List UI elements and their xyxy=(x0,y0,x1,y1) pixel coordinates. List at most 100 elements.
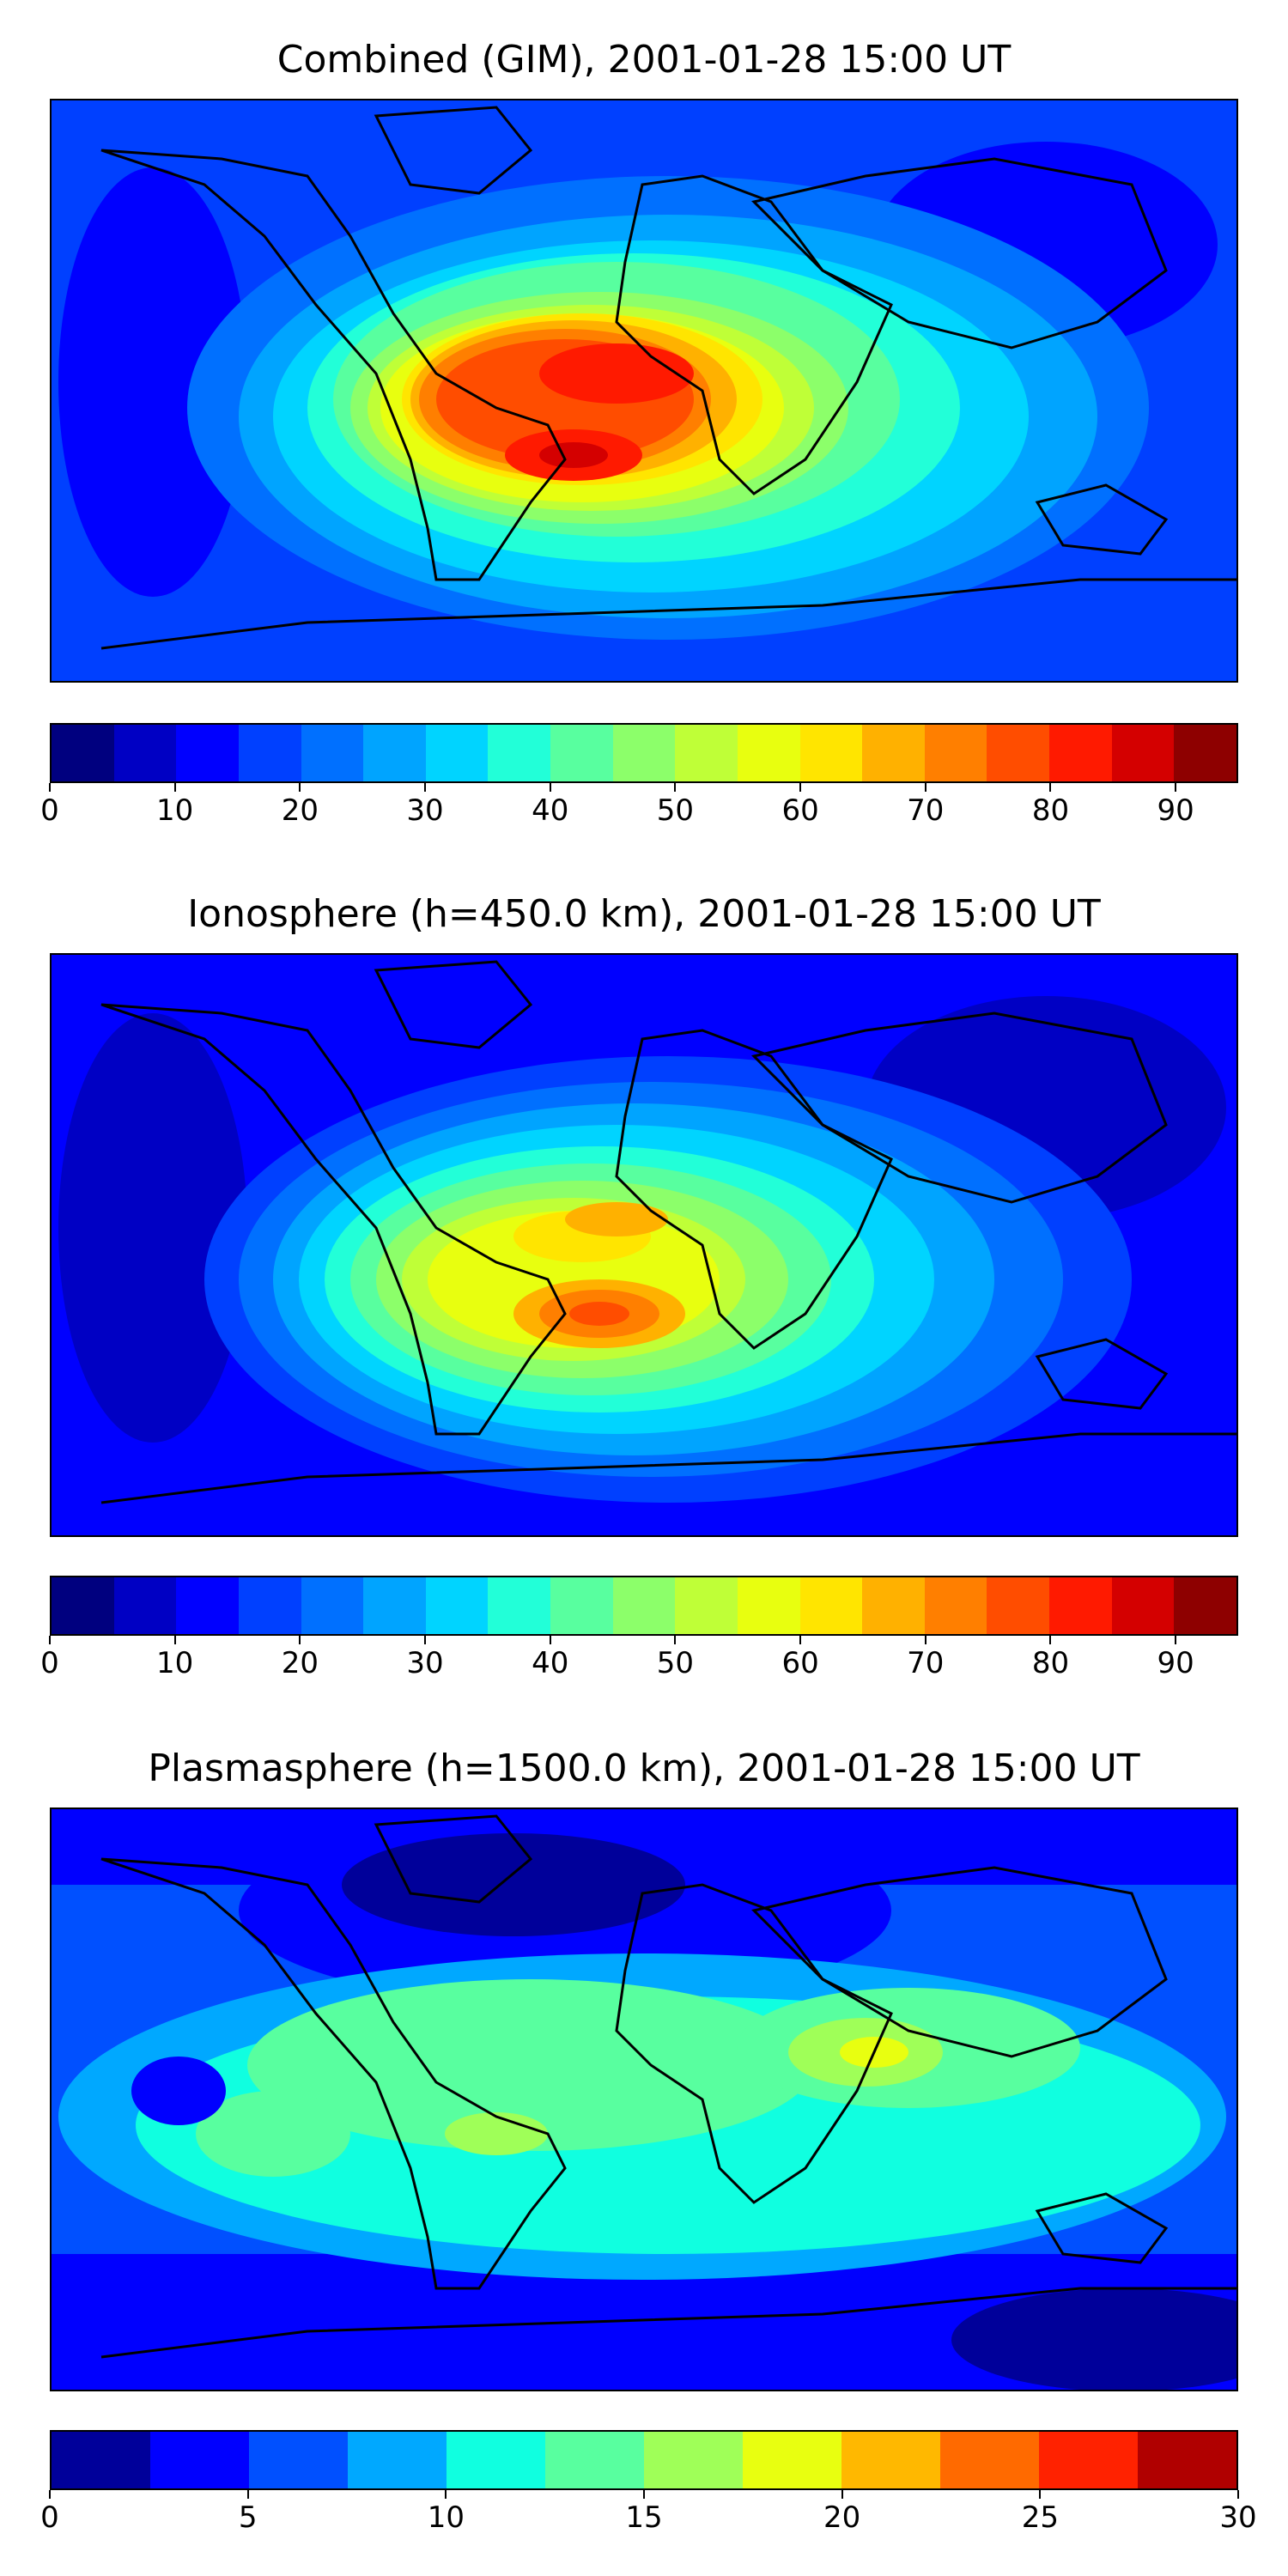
colorbar-tick-label: 20 xyxy=(281,1646,319,1680)
colorbar-tick xyxy=(549,783,551,792)
panel3-colorbar-ticks: 0 5 10 15 20 25 30 xyxy=(40,2490,1257,2542)
colorbar-tick xyxy=(1039,2490,1042,2499)
colorbar-segment xyxy=(675,1577,738,1634)
colorbar-segment xyxy=(737,1577,800,1634)
colorbar-segment xyxy=(1174,725,1236,781)
colorbar-tick xyxy=(924,1636,927,1644)
panel1-colorbar-ticks: 0 10 20 30 40 50 60 70 80 90 xyxy=(40,783,1238,835)
colorbar-segment xyxy=(1039,2432,1138,2488)
colorbar-segment xyxy=(113,725,177,781)
colorbar-segment xyxy=(488,1577,550,1634)
colorbar-tick xyxy=(445,2490,447,2499)
colorbar-segment xyxy=(238,1577,301,1634)
colorbar-segment xyxy=(550,1577,613,1634)
colorbar-tick-label: 90 xyxy=(1157,1646,1194,1680)
colorbar-segment xyxy=(176,1577,239,1634)
colorbar-tick xyxy=(674,1636,677,1644)
colorbar-segment xyxy=(799,725,863,781)
colorbar-tick-label: 70 xyxy=(907,793,945,828)
colorbar-segment xyxy=(799,1577,863,1634)
colorbar-segment xyxy=(612,1577,676,1634)
colorbar-tick xyxy=(424,1636,427,1644)
colorbar-tick xyxy=(299,783,301,792)
colorbar-tick xyxy=(799,783,802,792)
colorbar-tick xyxy=(643,2490,645,2499)
colorbar-segment xyxy=(425,725,489,781)
colorbar-tick xyxy=(841,2490,843,2499)
panel1-title: Combined (GIM), 2001-01-28 15:00 UT xyxy=(276,38,1012,82)
colorbar-tick xyxy=(299,1636,301,1644)
colorbar-segment xyxy=(1138,2432,1236,2488)
colorbar-tick xyxy=(924,783,927,792)
colorbar-segment xyxy=(550,725,613,781)
colorbar-segment xyxy=(301,725,364,781)
panel2-colorbar xyxy=(50,1576,1238,1636)
colorbar-tick xyxy=(424,783,427,792)
colorbar-segment xyxy=(1174,1577,1236,1634)
colorbar-segment xyxy=(987,725,1049,781)
panel1-colorbar xyxy=(50,723,1238,783)
colorbar-segment xyxy=(52,1577,114,1634)
colorbar-tick-label: 80 xyxy=(1031,1646,1070,1680)
colorbar-tick-label: 60 xyxy=(781,793,819,828)
colorbar-segment xyxy=(150,2432,249,2488)
colorbar-tick xyxy=(1049,783,1052,792)
colorbar-segment xyxy=(1049,1577,1112,1634)
colorbar-segment xyxy=(675,725,738,781)
colorbar-segment xyxy=(1111,1577,1175,1634)
colorbar-tick-label: 10 xyxy=(427,2500,465,2535)
colorbar-tick-label: 70 xyxy=(907,1646,945,1680)
colorbar-segment xyxy=(841,2432,940,2488)
colorbar-tick-label: 10 xyxy=(156,1646,194,1680)
colorbar-tick xyxy=(1237,2490,1239,2499)
panel3-map xyxy=(50,1807,1238,2391)
colorbar-segment xyxy=(924,725,987,781)
colorbar-segment xyxy=(113,1577,177,1634)
colorbar-segment xyxy=(743,2432,841,2488)
colorbar-tick xyxy=(674,783,677,792)
colorbar-segment xyxy=(52,2432,150,2488)
colorbar-tick xyxy=(1175,1636,1177,1644)
colorbar-tick-label: 25 xyxy=(1021,2500,1059,2535)
colorbar-tick-label: 40 xyxy=(532,793,569,828)
colorbar-segment xyxy=(644,2432,743,2488)
colorbar-segment xyxy=(1111,725,1175,781)
colorbar-segment xyxy=(737,725,800,781)
colorbar-segment xyxy=(238,725,301,781)
colorbar-tick-label: 40 xyxy=(532,1646,569,1680)
colorbar-tick-label: 20 xyxy=(281,793,319,828)
panel2-title: Ionosphere (h=450.0 km), 2001-01-28 15:0… xyxy=(187,892,1101,936)
colorbar-segment xyxy=(612,725,676,781)
colorbar-tick xyxy=(549,1636,551,1644)
colorbar-segment xyxy=(940,2432,1039,2488)
colorbar-tick-label: 5 xyxy=(238,2500,258,2535)
colorbar-tick xyxy=(799,1636,802,1644)
colorbar-tick-label: 50 xyxy=(656,1646,695,1680)
colorbar-segment xyxy=(176,725,239,781)
colorbar-segment xyxy=(425,1577,489,1634)
colorbar-tick xyxy=(173,1636,176,1644)
colorbar-segment xyxy=(348,2432,447,2488)
colorbar-segment xyxy=(363,1577,426,1634)
colorbar-segment xyxy=(52,725,114,781)
colorbar-tick-label: 0 xyxy=(40,793,59,828)
panel3-title: Plasmasphere (h=1500.0 km), 2001-01-28 1… xyxy=(148,1747,1140,1790)
colorbar-segment xyxy=(363,725,426,781)
colorbar-tick-label: 20 xyxy=(823,2500,861,2535)
colorbar-segment xyxy=(545,2432,644,2488)
colorbar-tick-label: 15 xyxy=(625,2500,663,2535)
colorbar-segment xyxy=(862,1577,925,1634)
colorbar-segment xyxy=(447,2432,545,2488)
colorbar-tick xyxy=(173,783,176,792)
colorbar-tick-label: 30 xyxy=(406,793,444,828)
colorbar-segment xyxy=(862,725,925,781)
colorbar-segment xyxy=(924,1577,987,1634)
colorbar-tick xyxy=(1049,1636,1052,1644)
colorbar-tick-label: 0 xyxy=(40,2500,59,2535)
panel2-colorbar-ticks: 0 10 20 30 40 50 60 70 80 90 xyxy=(40,1636,1238,1687)
colorbar-segment xyxy=(1049,725,1112,781)
colorbar-tick-label: 80 xyxy=(1031,793,1070,828)
colorbar-tick-label: 10 xyxy=(156,793,194,828)
colorbar-tick-label: 50 xyxy=(656,793,695,828)
colorbar-tick-label: 60 xyxy=(781,1646,819,1680)
